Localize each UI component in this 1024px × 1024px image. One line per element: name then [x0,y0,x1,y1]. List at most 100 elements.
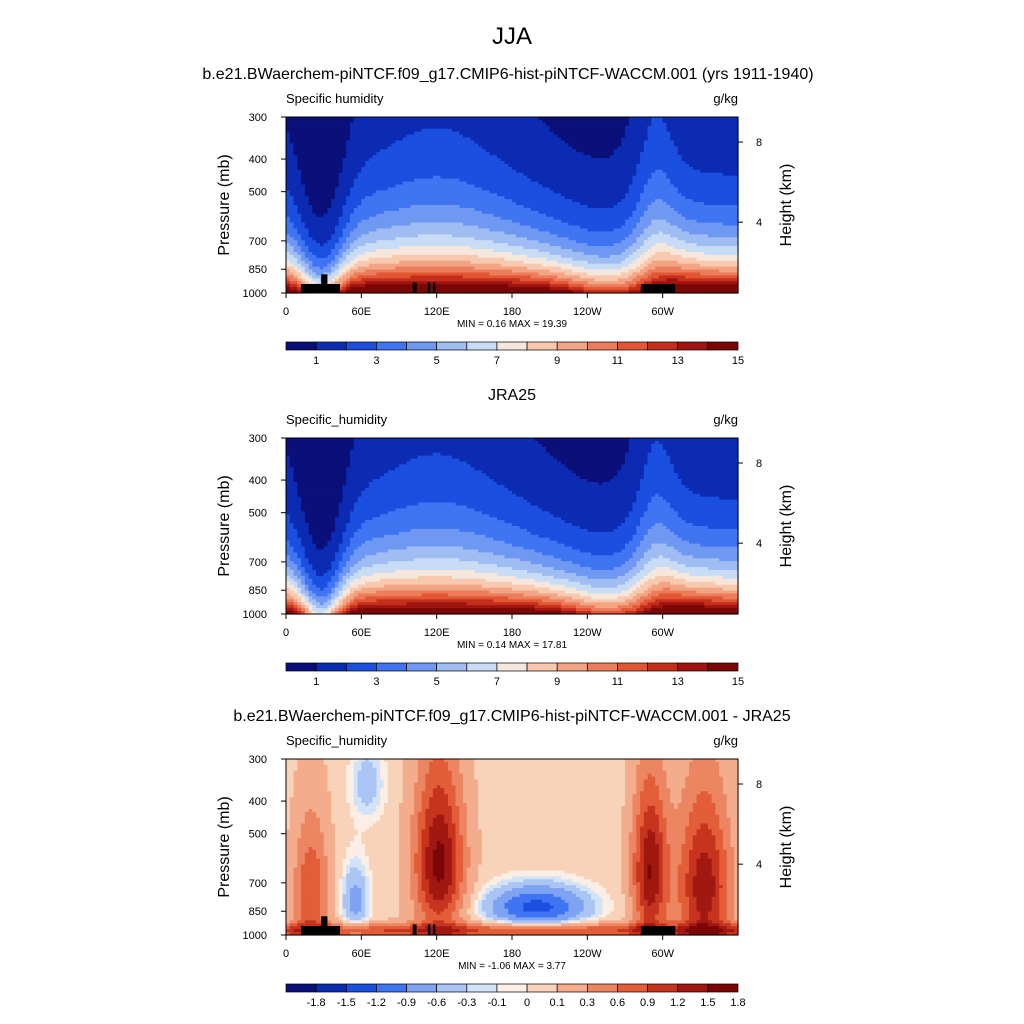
contour-cell [346,581,351,586]
contour-cell [357,782,377,786]
contour-cell [621,826,634,830]
contour-cell [459,814,468,819]
contour-cell [286,470,295,474]
contour-cell [734,911,739,916]
contour-cell [406,920,423,924]
ylabel-pressure: Pressure (mb) [216,154,233,255]
contour-cell [289,575,298,580]
contour-cell [508,882,566,886]
contour-cell [301,611,306,615]
contour-cell [628,284,637,288]
contour-cell [301,608,306,612]
contour-cell [519,222,570,227]
contour-cell [327,911,336,916]
contour-cell [463,893,472,898]
contour-cell [719,917,728,921]
contour-cell [361,838,400,842]
contour-cell [670,137,739,142]
contour-cell [636,257,649,262]
contour-cell [331,564,340,568]
contour-cell [304,278,313,282]
contour-cell [613,152,641,156]
contour-cell [372,905,400,910]
contour-cell [353,788,359,792]
panel-left-label: Specific_humidity [286,733,388,748]
contour-cell [463,797,479,801]
contour-cell [342,531,355,536]
contour-cell [417,773,426,778]
contour-cell [387,917,415,921]
contour-cell [647,602,660,606]
contour-cell [361,199,513,203]
contour-cell [346,852,366,857]
contour-cell [304,269,313,274]
contour-cell [553,893,577,898]
contour-cell [289,281,298,285]
contour-cell [301,543,317,548]
contour-cell [334,281,344,285]
contour-cell [481,844,622,848]
contour-cell [399,899,415,904]
contour-cell [380,814,400,819]
contour-cell [719,891,728,895]
contour-cell [625,761,641,766]
contour-cell [685,888,694,892]
contour-cell [399,817,411,822]
contour-cell [361,543,513,548]
contour-cell [286,764,298,769]
contour-cell [651,175,668,180]
contour-cell [286,782,295,786]
contour-cell [655,243,668,247]
contour-cell [692,490,739,495]
contour-cell [545,446,630,451]
contour-cell [293,473,347,477]
contour-cell [508,596,551,600]
contour-cell [658,555,664,559]
contour-cell [372,911,400,916]
contour-cell [466,841,483,845]
contour-cell [692,891,716,895]
colorbar-label: 5 [434,355,440,367]
contour-cell [444,849,453,854]
contour-cell [625,791,637,795]
contour-cell [560,517,626,521]
contour-cell [289,219,302,224]
contour-cell [647,502,671,507]
contour-cell [670,855,683,860]
contour-cell [673,467,739,471]
contour-cell [286,210,298,215]
contour-cell [301,899,321,904]
contour-cell [289,593,298,597]
contour-cell [319,905,329,910]
contour-cell [463,858,472,863]
contour-cell [361,873,366,877]
contour-cell [673,546,739,551]
contour-cell [425,788,434,792]
contour-cell [342,864,347,869]
contour-cell [579,225,622,230]
contour-cell [628,234,641,238]
contour-cell [286,779,295,784]
xtick-label: 0 [283,306,289,318]
contour-cell [447,891,457,895]
contour-cell [380,797,389,801]
contour-cell [342,537,351,542]
contour-cell [376,820,400,825]
contour-cell [368,855,400,860]
contour-cell [376,785,385,789]
contour-cell [625,759,641,763]
contour-cell [692,888,716,892]
ytick-label: 1000 [243,288,267,300]
contour-cell [640,558,652,562]
contour-cell [319,911,329,916]
contour-cell [455,502,532,507]
contour-cell [308,572,317,577]
contour-cell [662,523,694,527]
contour-cell [677,561,739,565]
contour-cell [297,210,313,215]
contour-cell [643,514,679,518]
contour-cell [628,888,637,892]
contour-cell [410,275,464,279]
contour-cell [685,879,694,883]
contour-cell [658,876,664,880]
